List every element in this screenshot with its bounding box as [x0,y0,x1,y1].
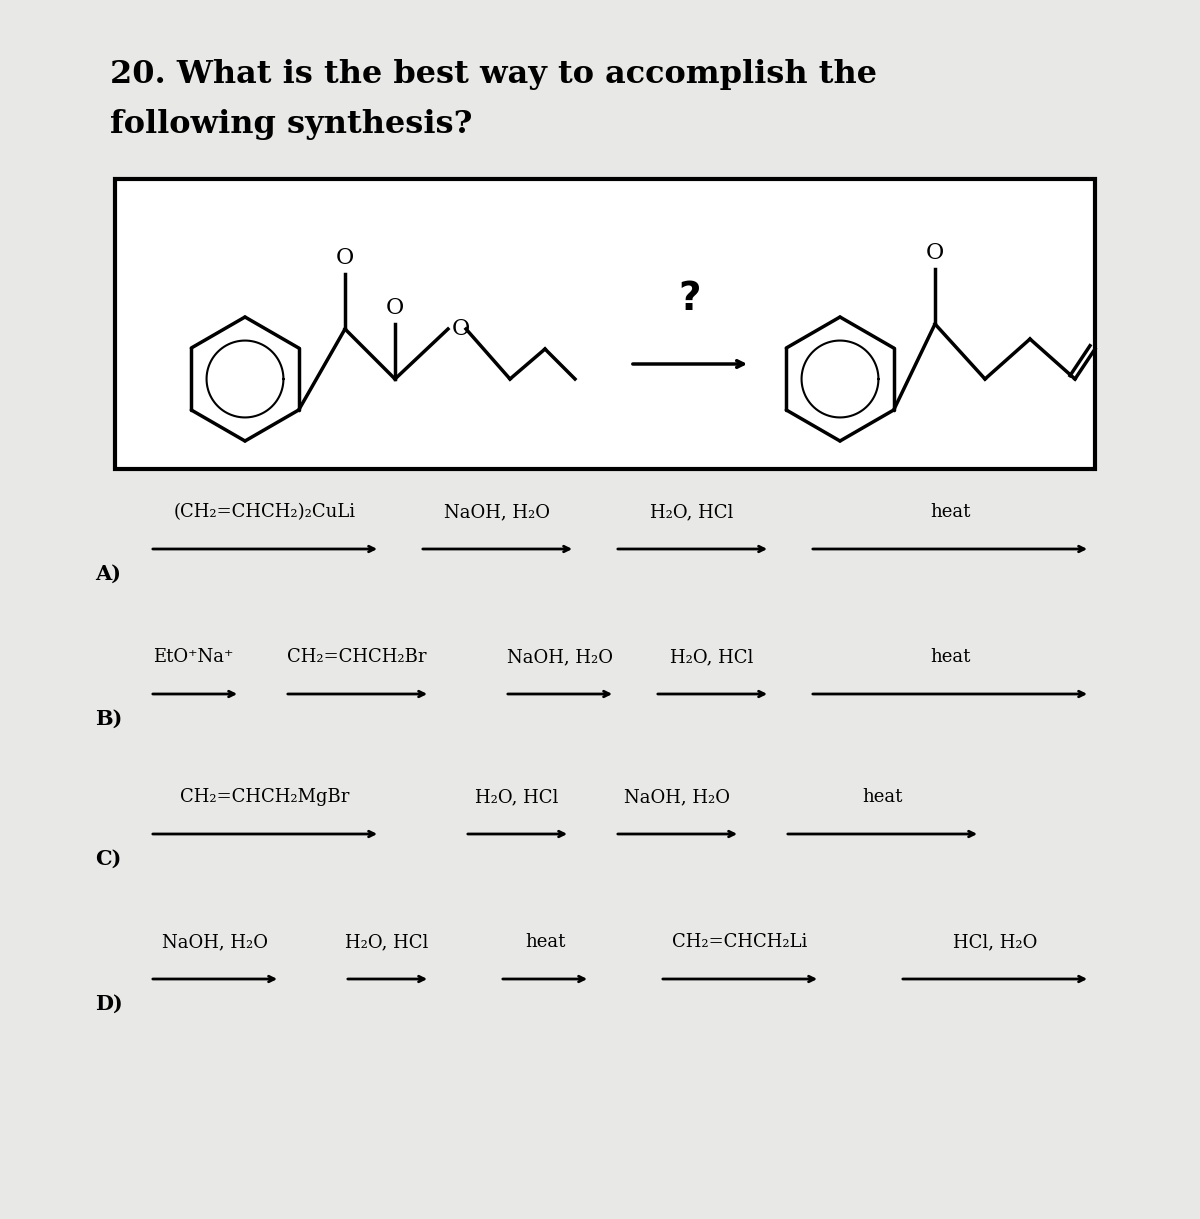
Text: heat: heat [930,649,970,666]
Text: A): A) [95,564,121,584]
Text: CH₂=CHCH₂Br: CH₂=CHCH₂Br [287,649,427,666]
Text: B): B) [95,709,122,729]
Text: O: O [336,247,354,269]
Text: H₂O, HCl: H₂O, HCl [671,649,754,666]
Text: CH₂=CHCH₂Li: CH₂=CHCH₂Li [672,933,808,951]
Text: C): C) [95,848,121,869]
Text: heat: heat [930,503,970,521]
Text: NaOH, H₂O: NaOH, H₂O [508,649,613,666]
Text: (CH₂=CHCH₂)₂CuLi: (CH₂=CHCH₂)₂CuLi [174,503,356,521]
Text: H₂O, HCl: H₂O, HCl [475,787,559,806]
Text: HCl, H₂O: HCl, H₂O [953,933,1037,951]
Text: H₂O, HCl: H₂O, HCl [346,933,428,951]
Text: following synthesis?: following synthesis? [110,108,473,140]
Text: NaOH, H₂O: NaOH, H₂O [444,503,550,521]
Text: NaOH, H₂O: NaOH, H₂O [624,787,730,806]
Text: CH₂=CHCH₂MgBr: CH₂=CHCH₂MgBr [180,787,349,806]
Text: EtO⁺Na⁺: EtO⁺Na⁺ [152,649,233,666]
Text: O: O [452,318,470,340]
Text: ?: ? [679,280,701,318]
Text: D): D) [95,993,122,1014]
FancyBboxPatch shape [115,179,1096,469]
Text: O: O [386,297,404,319]
Text: heat: heat [524,933,565,951]
Text: heat: heat [862,787,902,806]
Text: O: O [926,243,944,265]
Text: H₂O, HCl: H₂O, HCl [650,503,733,521]
Text: 20. What is the best way to accomplish the: 20. What is the best way to accomplish t… [110,59,877,90]
Text: NaOH, H₂O: NaOH, H₂O [162,933,268,951]
